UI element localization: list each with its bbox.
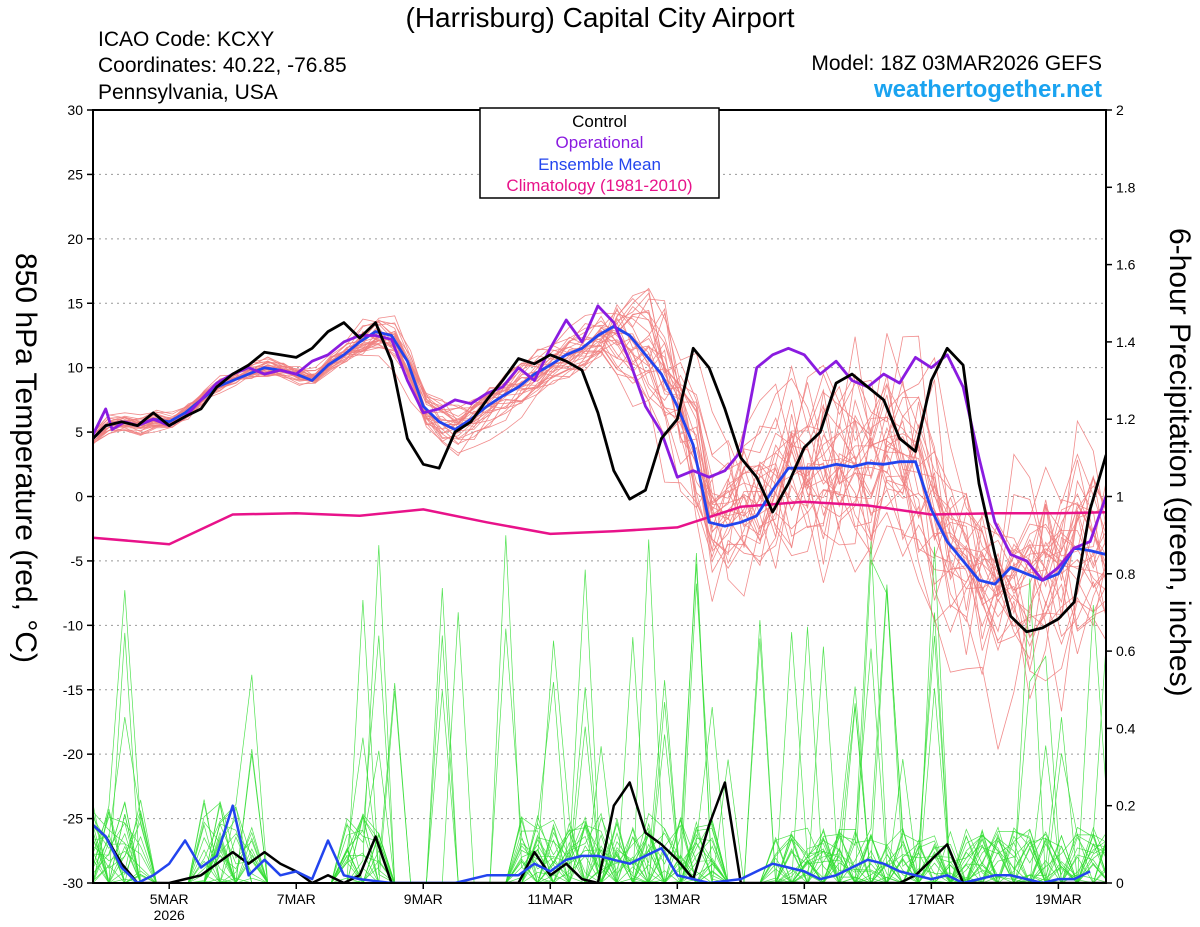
y-tick-label-left: 30 (67, 102, 83, 118)
y-tick-label-left: 15 (67, 295, 83, 311)
y-tick-label-right: 1.6 (1116, 257, 1136, 273)
legend-climatology: Climatology (1981-2010) (506, 176, 692, 195)
x-tick-sublabel: 2026 (154, 907, 185, 923)
y-tick-label-left: 25 (67, 166, 83, 182)
y-tick-label-right: 2 (1116, 102, 1124, 118)
y-tick-label-right: 1 (1116, 489, 1124, 505)
x-tick-label: 9MAR (404, 891, 443, 907)
y-tick-label-right: 1.8 (1116, 179, 1136, 195)
chart-title: (Harrisburg) Capital City Airport (405, 2, 795, 33)
y-tick-label-left: 10 (67, 360, 83, 376)
region: Pennsylvania, USA (98, 81, 278, 104)
member-precip-line (93, 706, 1106, 883)
control-precip-line (93, 781, 1106, 883)
x-tick-label: 5MAR (150, 891, 189, 907)
member-precip-line (93, 588, 1106, 883)
y-tick-label-right: 1.4 (1116, 334, 1136, 350)
x-tick-label: 19MAR (1035, 891, 1082, 907)
model-run: Model: 18Z 03MAR2026 GEFS (811, 52, 1102, 75)
member-precip-line (93, 599, 1106, 883)
member-temp-line (93, 310, 1106, 660)
member-precip-line (93, 753, 1106, 883)
main-series (93, 304, 1106, 883)
member-temp-line (93, 312, 1106, 655)
y-tick-label-left: 5 (75, 424, 83, 440)
member-precip-line (93, 620, 1106, 883)
y-tick-label-left: -25 (63, 811, 83, 827)
member-temp-line (93, 341, 1106, 623)
y-tick-label-left: -10 (63, 617, 83, 633)
legend-operational: Operational (556, 133, 644, 152)
y-tick-label-left: -20 (63, 746, 83, 762)
y-tick-label-left: 20 (67, 231, 83, 247)
mean-temp-line (93, 324, 1106, 586)
mean-precip-line (93, 804, 1091, 883)
member-precip-line (93, 635, 1106, 883)
member-temp-line (93, 307, 1106, 565)
website-link[interactable]: weathertogether.net (873, 76, 1102, 103)
member-temp-line (93, 307, 1106, 619)
legend: Control Operational Ensemble Mean Climat… (479, 107, 720, 199)
member-precip-line (93, 552, 1106, 883)
y-tick-label-left: -15 (63, 682, 83, 698)
y-tick-label-right: 0.4 (1116, 720, 1136, 736)
operational-temp-line (93, 304, 1106, 582)
coordinates: Coordinates: 40.22, -76.85 (98, 54, 347, 77)
x-tick-label: 11MAR (527, 891, 573, 907)
member-precip-line (93, 539, 1106, 883)
member-precip-line (93, 814, 1106, 883)
y-tick-label-right: 0 (1116, 875, 1124, 891)
x-tick-label: 13MAR (654, 891, 701, 907)
member-precip-line (93, 545, 1106, 883)
y-tick-label-left: -5 (71, 553, 84, 569)
y-tick-label-right: 0.6 (1116, 643, 1136, 659)
member-precip-line (93, 535, 1106, 883)
x-tick-label: 7MAR (277, 891, 316, 907)
ensemble-members (93, 287, 1106, 883)
legend-ensemble-mean: Ensemble Mean (538, 155, 661, 174)
member-precip-line (93, 604, 1106, 883)
axis-ticks: 302520151050-5-10-15-20-25-3021.81.61.41… (63, 102, 1136, 923)
member-temp-line (93, 317, 1106, 609)
y-tick-label-right: 0.8 (1116, 566, 1136, 582)
member-precip-line (93, 612, 1106, 883)
legend-control: Control (572, 112, 627, 131)
member-temp-line (93, 298, 1106, 750)
y-tick-label-left: -30 (63, 875, 83, 891)
control-temp-line (93, 321, 1106, 634)
icao-code: ICAO Code: KCXY (98, 28, 275, 51)
climatology-line (93, 500, 1106, 546)
y-tick-label-right: 1.2 (1116, 411, 1136, 427)
x-tick-label: 17MAR (908, 891, 955, 907)
x-tick-label: 15MAR (781, 891, 828, 907)
member-temp-line (93, 315, 1106, 634)
member-temp-line (93, 331, 1106, 675)
member-precip-line (93, 687, 1106, 883)
legend-box (479, 107, 720, 199)
grid-lines (93, 109, 1106, 884)
member-precip-line (93, 587, 1106, 883)
y-tick-label-left: 0 (75, 489, 83, 505)
member-precip-line (93, 759, 1106, 883)
y-tick-label-right: 0.2 (1116, 798, 1136, 814)
